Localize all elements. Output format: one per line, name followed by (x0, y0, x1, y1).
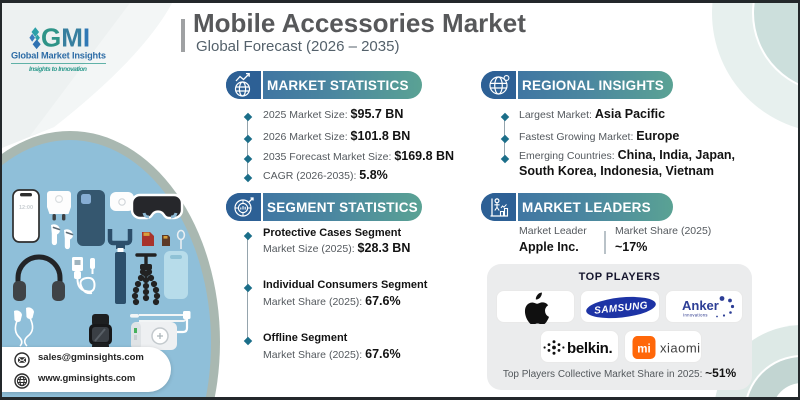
svg-text:GMI: GMI (41, 23, 90, 53)
svg-text:Anker: Anker (682, 298, 719, 313)
svg-text:belkin.: belkin. (567, 340, 613, 357)
svg-text:Global Market Insights: Global Market Insights (11, 51, 106, 61)
svg-text:12:00: 12:00 (19, 205, 33, 211)
svg-text:xiaomi: xiaomi (660, 341, 701, 356)
svg-text:Innovations: Innovations (683, 313, 708, 318)
svg-text:mi: mi (637, 344, 650, 356)
svg-text:Insights to Innovation: Insights to Innovation (29, 66, 87, 73)
